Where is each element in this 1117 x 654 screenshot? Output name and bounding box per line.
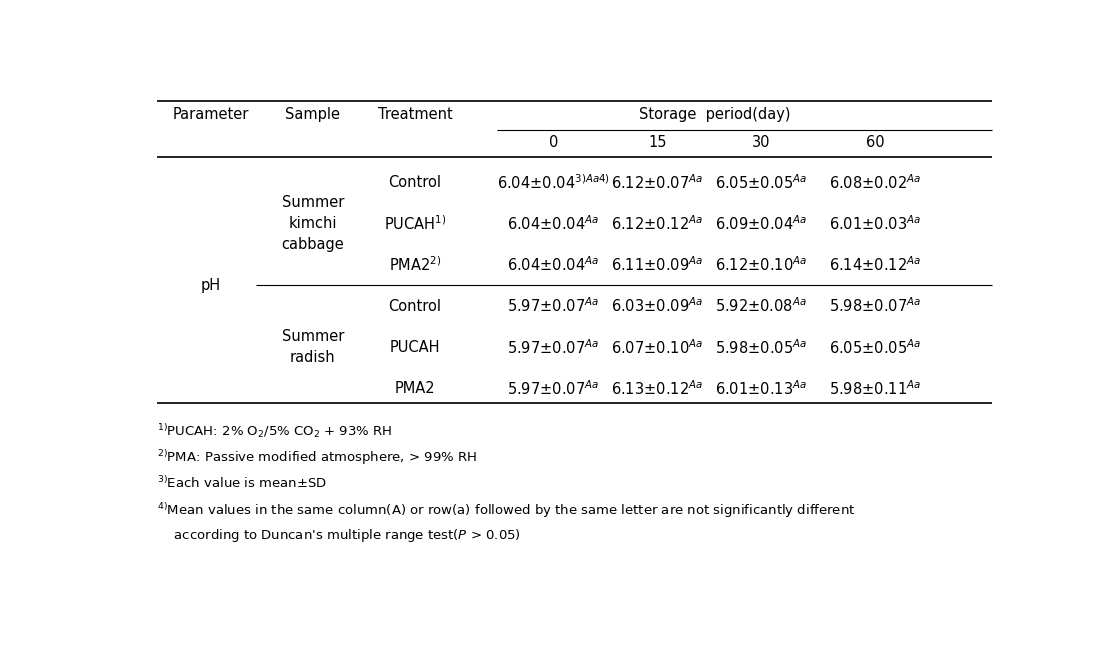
Text: Parameter: Parameter xyxy=(172,107,249,122)
Text: 5.97±0.07$^{Aa}$: 5.97±0.07$^{Aa}$ xyxy=(507,379,600,398)
Text: according to Duncan's multiple range test($P$ > 0.05): according to Duncan's multiple range tes… xyxy=(156,527,521,544)
Text: 6.08±0.02$^{Aa}$: 6.08±0.02$^{Aa}$ xyxy=(830,173,922,192)
Text: 6.11±0.09$^{Aa}$: 6.11±0.09$^{Aa}$ xyxy=(611,256,704,274)
Text: PUCAH$^{1)}$: PUCAH$^{1)}$ xyxy=(383,214,446,233)
Text: 6.14±0.12$^{Aa}$: 6.14±0.12$^{Aa}$ xyxy=(830,256,922,274)
Text: 6.12±0.12$^{Aa}$: 6.12±0.12$^{Aa}$ xyxy=(611,214,704,233)
Text: Summer
kimchi
cabbage: Summer kimchi cabbage xyxy=(281,195,344,252)
Text: 5.97±0.07$^{Aa}$: 5.97±0.07$^{Aa}$ xyxy=(507,297,600,315)
Text: 6.09±0.04$^{Aa}$: 6.09±0.04$^{Aa}$ xyxy=(715,214,808,233)
Text: $^{3)}$Each value is mean±SD: $^{3)}$Each value is mean±SD xyxy=(156,475,327,490)
Text: 6.05±0.05$^{Aa}$: 6.05±0.05$^{Aa}$ xyxy=(715,173,808,192)
Text: PUCAH: PUCAH xyxy=(390,340,440,355)
Text: PMA2: PMA2 xyxy=(394,381,436,396)
Text: Summer
radish: Summer radish xyxy=(281,330,344,366)
Text: PMA2$^{2)}$: PMA2$^{2)}$ xyxy=(389,256,441,274)
Text: pH: pH xyxy=(201,278,221,293)
Text: 30: 30 xyxy=(752,135,771,150)
Text: 60: 60 xyxy=(866,135,885,150)
Text: 6.07±0.10$^{Aa}$: 6.07±0.10$^{Aa}$ xyxy=(611,338,704,356)
Text: 6.13±0.12$^{Aa}$: 6.13±0.12$^{Aa}$ xyxy=(611,379,704,398)
Text: Sample: Sample xyxy=(285,107,341,122)
Text: 15: 15 xyxy=(648,135,667,150)
Text: 6.01±0.13$^{Aa}$: 6.01±0.13$^{Aa}$ xyxy=(715,379,808,398)
Text: 5.98±0.05$^{Aa}$: 5.98±0.05$^{Aa}$ xyxy=(715,338,808,356)
Text: Control: Control xyxy=(389,175,441,190)
Text: 5.98±0.07$^{Aa}$: 5.98±0.07$^{Aa}$ xyxy=(830,297,922,315)
Text: 6.04±0.04$^{3)Aa4)}$: 6.04±0.04$^{3)Aa4)}$ xyxy=(497,173,610,192)
Text: 5.97±0.07$^{Aa}$: 5.97±0.07$^{Aa}$ xyxy=(507,338,600,356)
Text: 6.04±0.04$^{Aa}$: 6.04±0.04$^{Aa}$ xyxy=(507,256,600,274)
Text: 6.04±0.04$^{Aa}$: 6.04±0.04$^{Aa}$ xyxy=(507,214,600,233)
Text: 6.03±0.09$^{Aa}$: 6.03±0.09$^{Aa}$ xyxy=(611,297,704,315)
Text: $^{1)}$PUCAH: 2% O$_2$/5% CO$_2$ + 93% RH: $^{1)}$PUCAH: 2% O$_2$/5% CO$_2$ + 93% R… xyxy=(156,422,392,440)
Text: 6.12±0.07$^{Aa}$: 6.12±0.07$^{Aa}$ xyxy=(611,173,704,192)
Text: $^{4)}$Mean values in the same column(A) or row(a) followed by the same letter a: $^{4)}$Mean values in the same column(A)… xyxy=(156,501,856,520)
Text: 6.12±0.10$^{Aa}$: 6.12±0.10$^{Aa}$ xyxy=(715,256,808,274)
Text: 0: 0 xyxy=(548,135,558,150)
Text: Treatment: Treatment xyxy=(378,107,452,122)
Text: 6.01±0.03$^{Aa}$: 6.01±0.03$^{Aa}$ xyxy=(830,214,922,233)
Text: Control: Control xyxy=(389,299,441,314)
Text: 5.98±0.11$^{Aa}$: 5.98±0.11$^{Aa}$ xyxy=(830,379,922,398)
Text: $^{2)}$PMA: Passive modified atmosphere, > 99% RH: $^{2)}$PMA: Passive modified atmosphere,… xyxy=(156,449,477,468)
Text: Storage  period(day): Storage period(day) xyxy=(639,107,790,122)
Text: 6.05±0.05$^{Aa}$: 6.05±0.05$^{Aa}$ xyxy=(830,338,922,356)
Text: 5.92±0.08$^{Aa}$: 5.92±0.08$^{Aa}$ xyxy=(715,297,808,315)
